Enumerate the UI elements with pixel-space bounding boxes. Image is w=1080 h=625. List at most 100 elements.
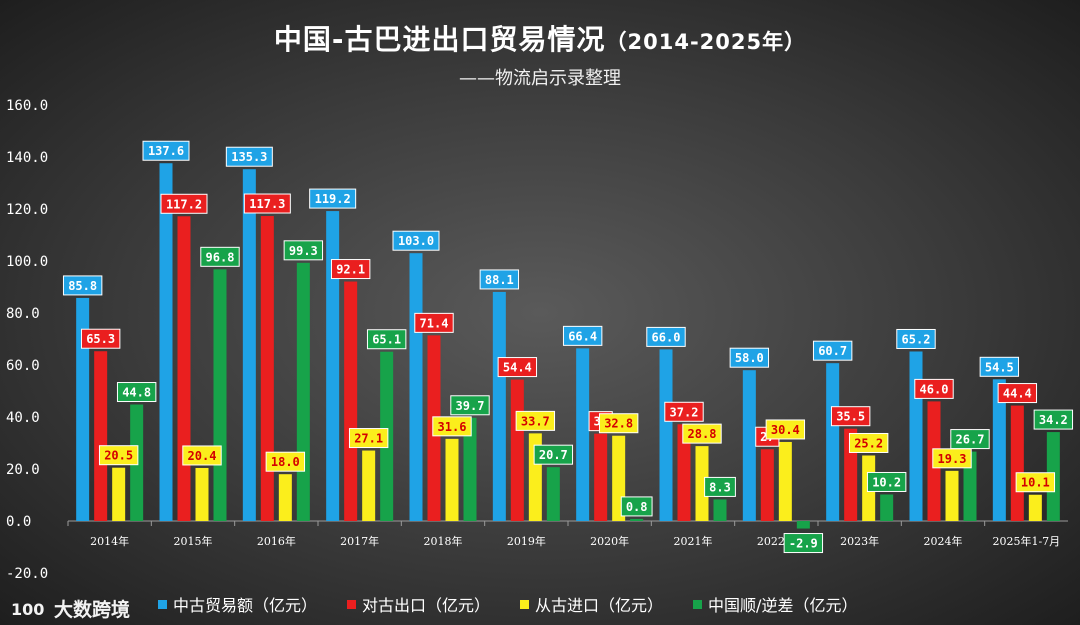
data-label-s0-5: 88.1 <box>479 269 520 290</box>
data-label-text: 20.4 <box>188 449 217 463</box>
data-label-s2-8: 30.4 <box>765 419 806 440</box>
legend-item-1: 对古出口（亿元） <box>347 592 490 616</box>
bar-s3-4 <box>463 417 477 521</box>
data-label-s3-2: 99.3 <box>283 240 324 261</box>
data-label-s0-0: 85.8 <box>62 275 103 296</box>
data-label-box <box>812 340 853 361</box>
bar-s1-0 <box>94 351 108 521</box>
data-label-text: 44.4 <box>1003 387 1032 401</box>
data-label-text: 119.2 <box>315 192 351 206</box>
data-label-text: 85.8 <box>68 279 97 293</box>
bar-s2-11 <box>1028 494 1042 521</box>
legend-swatch <box>520 599 530 609</box>
data-label-text: 65.2 <box>902 332 931 346</box>
data-label-s0-1: 137.6 <box>142 140 190 161</box>
chart-title-years: （2014-2025年） <box>605 30 807 54</box>
x-tick-label: 2020年 <box>590 534 629 548</box>
data-label-s1-4: 71.4 <box>414 312 454 333</box>
data-label-text: 19.3 <box>938 452 967 466</box>
bar-s2-8 <box>778 441 792 521</box>
y-tick-label: 140.0 <box>6 150 48 166</box>
data-label-s1-1: 117.2 <box>160 193 208 214</box>
bar-s1-1 <box>177 216 191 521</box>
bar-s1-6 <box>594 433 608 521</box>
data-label-box <box>562 325 603 346</box>
data-label-s3-4: 39.7 <box>450 395 490 416</box>
data-label-box <box>914 378 954 399</box>
data-label-s3-3: 65.1 <box>366 329 407 350</box>
data-label-s2-7: 28.8 <box>682 423 722 444</box>
data-label-s3-5: 20.7 <box>533 444 574 465</box>
bar-s0-6 <box>576 348 590 521</box>
data-label-text: 20.7 <box>539 448 568 462</box>
data-label-box <box>142 140 190 161</box>
chart-title: 中国-古巴进出口贸易情况（2014-2025年） <box>0 18 1080 58</box>
x-tick-label: 2014年 <box>90 534 129 548</box>
x-tick-label: 2021年 <box>674 534 713 548</box>
legend-label: 中古贸易额（亿元） <box>173 596 318 615</box>
data-label-s3-0: 44.8 <box>116 382 157 403</box>
data-label-text: 8.3 <box>709 480 731 494</box>
bar-s1-5 <box>510 379 524 521</box>
data-label-s0-4: 103.0 <box>392 230 440 251</box>
data-label-s2-5: 33.7 <box>515 410 556 431</box>
bar-s2-10 <box>945 470 959 521</box>
x-tick-label: 2018年 <box>424 534 463 548</box>
data-label-text: 60.7 <box>818 344 847 358</box>
data-label-box <box>704 476 736 497</box>
data-label-s0-3: 119.2 <box>309 188 357 209</box>
data-label-box <box>330 259 371 280</box>
data-label-text: 117.3 <box>249 197 285 211</box>
data-label-text: 92.1 <box>336 263 365 277</box>
data-label-s3-10: 26.7 <box>950 429 990 450</box>
data-label-text: 10.1 <box>1021 476 1050 490</box>
data-label-s0-10: 65.2 <box>896 328 936 349</box>
bar-s3-6 <box>630 518 644 521</box>
data-label-box <box>950 429 990 450</box>
data-label-text: 33.7 <box>521 414 550 428</box>
y-tick-label: 120.0 <box>6 202 48 218</box>
data-label-s0-6: 66.4 <box>562 325 603 346</box>
x-tick-label: 2019年 <box>507 534 546 548</box>
bar-s3-5 <box>546 467 560 521</box>
data-label-s2-3: 27.1 <box>348 428 389 449</box>
bar-s1-7 <box>677 424 691 521</box>
data-label-s0-7: 66.0 <box>646 326 686 347</box>
data-label-text: 99.3 <box>289 244 318 258</box>
data-label-text: 137.6 <box>148 144 184 158</box>
bar-s0-4 <box>409 253 423 521</box>
data-label-text: 20.5 <box>104 449 133 463</box>
data-label-box <box>533 444 574 465</box>
data-label-text: 71.4 <box>420 316 449 330</box>
watermark-logo-text: 100 <box>11 600 44 619</box>
data-label-s3-6: 0.8 <box>620 496 653 517</box>
data-label-box <box>479 269 520 290</box>
data-label-box <box>765 419 806 440</box>
bar-s0-9 <box>826 363 840 521</box>
bar-s3-8 <box>796 521 810 529</box>
watermark: 100 大数跨境 <box>10 595 130 622</box>
watermark-text: 大数跨境 <box>54 599 131 621</box>
data-label-text: 88.1 <box>485 273 514 287</box>
bar-s3-7 <box>713 499 727 521</box>
data-label-text: 37.2 <box>670 405 699 419</box>
data-label-box <box>283 240 324 261</box>
data-label-box <box>848 432 889 453</box>
bar-s1-3 <box>344 281 358 521</box>
x-tick-label: 2025年1-7月 <box>992 534 1060 548</box>
data-label-s0-2: 135.3 <box>225 146 273 167</box>
x-tick-label: 2015年 <box>174 534 213 548</box>
data-label-box <box>1033 409 1074 430</box>
data-label-box <box>646 326 686 347</box>
data-label-s1-2: 117.3 <box>243 193 291 214</box>
y-tick-label: 160.0 <box>6 98 48 114</box>
legend-item-2: 从古进口（亿元） <box>520 592 663 616</box>
data-label-s1-3: 92.1 <box>330 259 371 280</box>
bar-s1-2 <box>260 216 274 521</box>
y-tick-label: -20.0 <box>6 566 48 582</box>
data-label-s2-2: 18.0 <box>265 451 306 472</box>
data-label-text: 54.4 <box>503 361 532 375</box>
bar-s0-0 <box>76 297 90 521</box>
data-label-box <box>98 445 139 466</box>
